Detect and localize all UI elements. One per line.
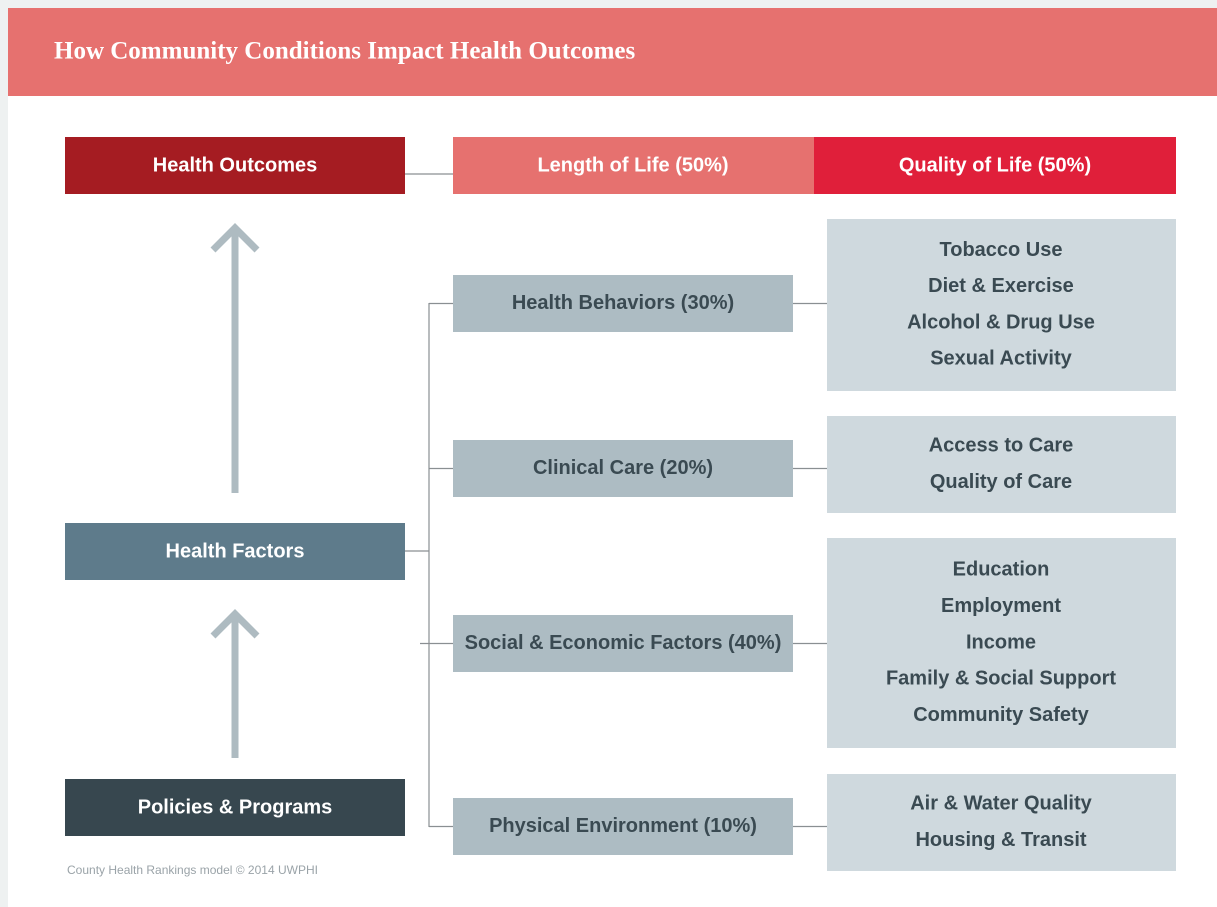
factor-label: Physical Environment (10%) <box>489 815 757 837</box>
quality-box <box>814 137 1176 194</box>
outcomes-box <box>65 137 405 194</box>
detail-box <box>827 219 1176 391</box>
factors-label: Health Factors <box>166 540 305 562</box>
quality-label: Quality of Life (50%) <box>899 154 1091 176</box>
factors-box <box>65 523 405 580</box>
detail-box <box>827 416 1176 513</box>
detail-item: Employment <box>941 595 1061 617</box>
detail-item: Education <box>953 559 1050 581</box>
factor-label: Clinical Care (20%) <box>533 457 713 479</box>
detail-item: Air & Water Quality <box>910 793 1092 815</box>
policies-box <box>65 779 405 836</box>
factor-label: Social & Economic Factors (40%) <box>465 632 782 654</box>
length-box <box>453 137 814 194</box>
detail-item: Community Safety <box>913 704 1089 726</box>
detail-item: Diet & Exercise <box>928 275 1074 297</box>
detail-item: Family & Social Support <box>886 668 1116 690</box>
factor-box <box>453 275 793 332</box>
detail-box <box>827 774 1176 871</box>
factor-box <box>453 440 793 497</box>
detail-box <box>827 538 1176 748</box>
detail-item: Income <box>966 631 1036 653</box>
footer: County Health Rankings model © 2014 UWPH… <box>67 863 318 877</box>
detail-item: Access to Care <box>929 435 1074 457</box>
detail-item: Housing & Transit <box>915 829 1086 851</box>
factor-box <box>453 615 793 672</box>
outcomes-label: Health Outcomes <box>153 154 317 176</box>
detail-item: Alcohol & Drug Use <box>907 311 1095 333</box>
arrow <box>210 609 260 758</box>
header-band <box>8 8 1217 96</box>
detail-item: Sexual Activity <box>930 348 1072 370</box>
factor-label: Health Behaviors (30%) <box>512 292 734 314</box>
factor-box <box>453 798 793 855</box>
policies-label: Policies & Programs <box>138 796 333 818</box>
arrow <box>210 223 260 493</box>
detail-item: Quality of Care <box>930 471 1072 493</box>
detail-item: Tobacco Use <box>940 239 1063 261</box>
length-label: Length of Life (50%) <box>537 154 728 176</box>
title: How Community Conditions Impact Health O… <box>54 38 636 65</box>
